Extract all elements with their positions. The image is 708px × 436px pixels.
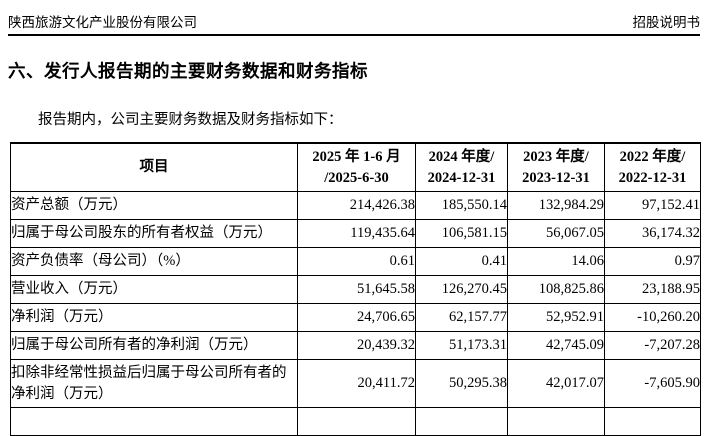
cell-value: 52,952.91 bbox=[507, 303, 605, 332]
table-row-revenue: 营业收入（万元） 51,645.58 126,270.45 108,825.86… bbox=[10, 275, 701, 304]
header-doc-type: 招股说明书 bbox=[632, 15, 701, 30]
cell-value: 24,706.65 bbox=[297, 303, 416, 332]
period-line2: /2025-6-30 bbox=[324, 169, 389, 186]
cell-value: -7,207.28 bbox=[604, 331, 701, 360]
period-line1: 2024 年度/ bbox=[428, 148, 495, 165]
cell-value: 42,745.09 bbox=[507, 331, 605, 360]
cell-value bbox=[415, 407, 508, 436]
cell-value: 20,439.32 bbox=[297, 331, 416, 360]
financial-data-table: 项目 2025 年 1-6 月 /2025-6-30 2024 年度/ 2024… bbox=[10, 142, 701, 436]
cell-value: -10,260.20 bbox=[604, 303, 701, 332]
cell-value: 14.06 bbox=[507, 247, 605, 276]
table-row-parent-equity: 归属于母公司股东的所有者权益（万元） 119,435.64 106,581.15… bbox=[10, 219, 701, 248]
row-label: 营业收入（万元） bbox=[10, 275, 298, 304]
table-header-row: 项目 2025 年 1-6 月 /2025-6-30 2024 年度/ 2024… bbox=[10, 142, 701, 192]
row-label: 资产负债率（母公司）（%） bbox=[10, 247, 298, 276]
table-row-total-assets: 资产总额（万元） 214,426.38 185,550.14 132,984.2… bbox=[10, 191, 701, 220]
table-header-period-2023: 2023 年度/ 2023-12-31 bbox=[507, 142, 605, 192]
header-company-name: 陕西旅游文化产业股份有限公司 bbox=[8, 15, 197, 30]
cell-value: 97,152.41 bbox=[604, 191, 701, 220]
cell-value: 51,173.31 bbox=[415, 331, 508, 360]
cell-value: 0.61 bbox=[297, 247, 416, 276]
table-row-cutoff bbox=[10, 407, 701, 436]
cell-value: 214,426.38 bbox=[297, 191, 416, 220]
cell-value: 119,435.64 bbox=[297, 219, 416, 248]
period-line1: 2023 年度/ bbox=[523, 148, 589, 165]
row-label: 归属于母公司所有者的净利润（万元） bbox=[10, 331, 298, 360]
period-line2: 2024-12-31 bbox=[427, 169, 496, 186]
table-header-period-2022: 2022 年度/ 2022-12-31 bbox=[604, 142, 701, 192]
table-row-net-profit-ex-nonrecurring: 扣除非经常性损益后归属于母公司所有者的净利润（万元） 20,411.72 50,… bbox=[10, 359, 701, 408]
cell-value: 42,017.07 bbox=[507, 359, 605, 408]
cell-value: 62,157.77 bbox=[415, 303, 508, 332]
table-header-period-2025: 2025 年 1-6 月 /2025-6-30 bbox=[297, 142, 416, 192]
section-title: 六、发行人报告期的主要财务数据和财务指标 bbox=[8, 61, 368, 81]
cell-value: 0.97 bbox=[604, 247, 701, 276]
period-line1: 2025 年 1-6 月 bbox=[312, 148, 401, 165]
row-label: 扣除非经常性损益后归属于母公司所有者的净利润（万元） bbox=[10, 359, 298, 408]
page-header: 陕西旅游文化产业股份有限公司 招股说明书 bbox=[8, 11, 700, 36]
table-row-parent-net-profit: 归属于母公司所有者的净利润（万元） 20,439.32 51,173.31 42… bbox=[10, 331, 701, 360]
table-row-debt-ratio: 资产负债率（母公司）（%） 0.61 0.41 14.06 0.97 bbox=[10, 247, 701, 276]
row-label: 资产总额（万元） bbox=[10, 191, 298, 220]
row-label: 归属于母公司股东的所有者权益（万元） bbox=[10, 219, 298, 248]
cell-value bbox=[507, 407, 605, 436]
cell-value: 56,067.05 bbox=[507, 219, 605, 248]
cell-value: 108,825.86 bbox=[507, 275, 605, 304]
cell-value: -7,605.90 bbox=[604, 359, 701, 408]
period-line1: 2022 年度/ bbox=[619, 148, 686, 165]
table-header-item: 项目 bbox=[10, 142, 298, 192]
cell-value bbox=[604, 407, 701, 436]
table-header-period-2024: 2024 年度/ 2024-12-31 bbox=[415, 142, 508, 192]
cell-value: 185,550.14 bbox=[415, 191, 508, 220]
cell-value: 106,581.15 bbox=[415, 219, 508, 248]
cell-value: 23,188.95 bbox=[604, 275, 701, 304]
period-line2: 2022-12-31 bbox=[618, 169, 687, 186]
cell-value: 50,295.38 bbox=[415, 359, 508, 408]
cell-value bbox=[297, 407, 416, 436]
cell-value: 20,411.72 bbox=[297, 359, 416, 408]
cell-value: 126,270.45 bbox=[415, 275, 508, 304]
row-label bbox=[10, 407, 298, 436]
cell-value: 51,645.58 bbox=[297, 275, 416, 304]
table-row-net-profit: 净利润（万元） 24,706.65 62,157.77 52,952.91 -1… bbox=[10, 303, 701, 332]
cell-value: 132,984.29 bbox=[507, 191, 605, 220]
cell-value: 0.41 bbox=[415, 247, 508, 276]
period-line2: 2023-12-31 bbox=[522, 169, 590, 186]
row-label: 净利润（万元） bbox=[10, 303, 298, 332]
intro-paragraph: 报告期内，公司主要财务数据及财务指标如下： bbox=[38, 112, 343, 128]
cell-value: 36,174.32 bbox=[604, 219, 701, 248]
